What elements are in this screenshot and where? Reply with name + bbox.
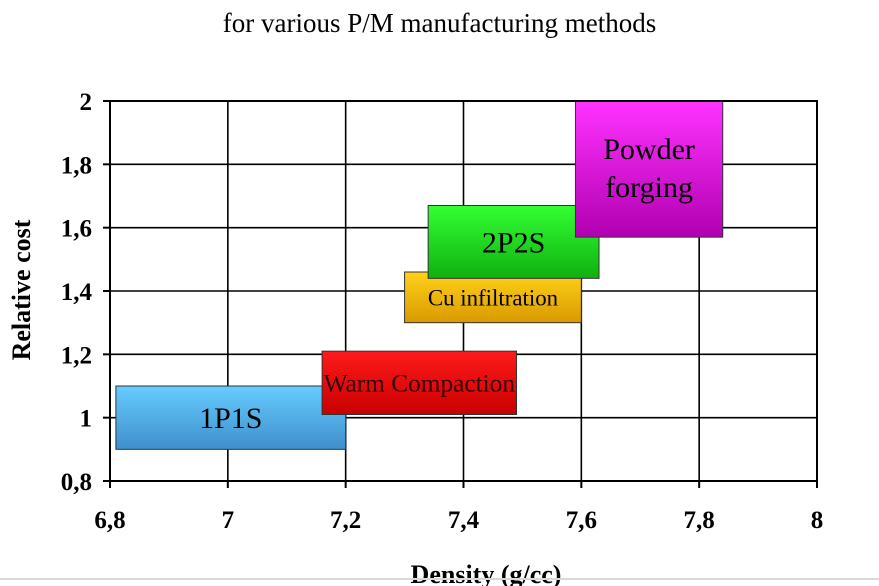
box-1p1s: 1P1S: [115, 385, 347, 450]
box-warm-compaction-rect: [321, 350, 518, 415]
y-tick-label: 0,8: [61, 469, 92, 496]
x-tick-label: 8: [811, 507, 824, 534]
box-label-2p2s: 2P2S: [482, 226, 545, 259]
box-warm-compaction: Warm Compaction: [321, 350, 518, 415]
box-powder-forging: Powder forging: [574, 100, 724, 238]
x-tick-label: 7,6: [566, 507, 597, 534]
x-tick-label: 7,4: [448, 507, 480, 534]
box-1p1s-rect: [115, 385, 347, 450]
axes: [103, 100, 818, 488]
box-2p2s: 2P2S: [427, 205, 600, 279]
y-tick-label: 2: [80, 89, 93, 116]
box-powder-forging-rect: [574, 100, 724, 238]
box-label-warm-compaction: Warm Compaction: [324, 370, 516, 398]
y-axis-label: Relative cost: [7, 219, 36, 360]
box-cu-infiltration-rect: [404, 271, 582, 324]
box-label-1p1s: 1P1S: [199, 402, 262, 435]
y-tick-label: 1: [80, 406, 93, 433]
x-tick-label: 6,8: [94, 507, 125, 534]
y-tick-label: 1,8: [61, 152, 92, 179]
y-tick-labels: 0,8 1 1,2 1,4 1,6 1,8 2: [61, 89, 93, 496]
box-cu-infiltration: Cu infiltration: [404, 271, 582, 324]
x-axis-label: Density (g/cc): [411, 560, 562, 586]
x-tick-label: 7: [222, 507, 235, 534]
range-boxes: 1P1S Warm Compaction Cu infiltration 2P2S Po…: [115, 100, 724, 450]
box-label-cu-infiltration: Cu infiltration: [428, 285, 559, 310]
x-tick-labels: 6,8 7 7,2 7,4 7,6 7,8 8: [94, 507, 823, 534]
frame-divider: [0, 578, 879, 580]
chart-title: for various P/M manufacturing methods: [222, 8, 657, 38]
box-label-powder-forging: Powder forging: [603, 133, 695, 204]
box-2p2s-rect: [427, 205, 600, 279]
x-tick-label: 7,8: [684, 507, 715, 534]
y-tick-label: 1,2: [61, 342, 92, 369]
y-tick-label: 1,4: [61, 279, 93, 306]
y-tick-label: 1,6: [61, 216, 92, 243]
x-tick-label: 7,2: [330, 507, 361, 534]
